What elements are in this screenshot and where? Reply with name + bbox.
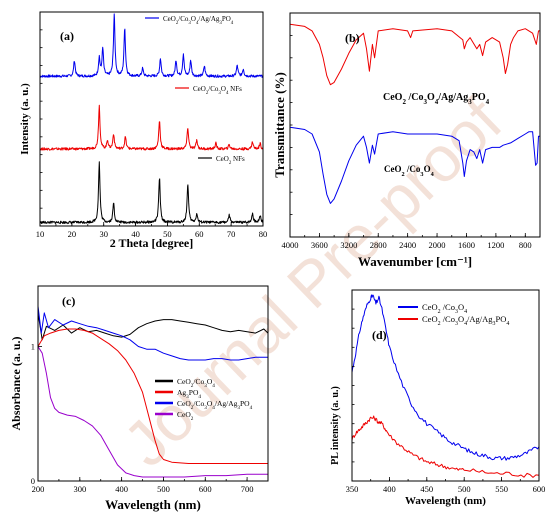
- x-tick-label: 350: [346, 484, 359, 494]
- x-tick-label: 600: [199, 484, 212, 494]
- x-tick-label: 700: [241, 484, 254, 494]
- x-tick-label: 60: [195, 229, 204, 239]
- legend-label: CeO2 /Co3O4/Ag/Ag3PO4: [422, 314, 509, 327]
- series-line: [39, 13, 264, 78]
- y-axis-label: Intensity (a. u.): [19, 83, 31, 155]
- x-tick-label: 550: [495, 484, 508, 494]
- x-tick-label: 1600: [458, 240, 475, 250]
- y-axis-label: Transmittance (%): [272, 72, 287, 178]
- series-line: [39, 161, 264, 225]
- x-tick-label: 20: [68, 229, 77, 239]
- plot-frame: [37, 285, 269, 482]
- series-line: [351, 294, 540, 461]
- panel-c-absorbance-chart: 200 300 400 500 600 700 0 1 (c) Wavelength (nm) Ab…: [9, 285, 269, 512]
- x-tick-label: 2400: [399, 240, 416, 250]
- panel-label: (b): [345, 31, 360, 45]
- x-tick-label: 10: [36, 229, 45, 239]
- panel-a-xrd-chart: 10 20 30 40 50 60 70 80 (a) 2 Theta [degree] Inten…: [19, 11, 268, 250]
- y-tick-label: 0: [31, 476, 35, 486]
- legend-label: CeO2: [177, 410, 194, 422]
- series-line: [351, 415, 540, 478]
- x-tick-label: 80: [259, 229, 268, 239]
- x-tick-label: 3600: [311, 240, 328, 250]
- series-line: [37, 306, 268, 361]
- series-line: [39, 104, 263, 151]
- x-tick-label: 70: [227, 229, 236, 239]
- x-tick-label: 2000: [429, 240, 446, 250]
- x-tick-label: 450: [420, 484, 433, 494]
- y-axis-label: PL intensity (a. u.): [330, 386, 341, 465]
- panel-label: (c): [62, 294, 75, 308]
- x-tick-label: 800: [519, 240, 532, 250]
- y-axis-label: Absorbance (a. u.): [9, 336, 23, 430]
- legend-label: Ag3PO4: [177, 388, 201, 400]
- x-tick-label: 500: [458, 484, 471, 494]
- legend-label: CeO2/Co3O4/Ag/Ag3PO4: [177, 399, 253, 411]
- legend-label: CeO2 /Co3O4: [422, 302, 467, 315]
- x-tick-label: 600: [533, 484, 546, 494]
- y-tick-label: 1: [31, 342, 35, 352]
- panel-d-pl-chart: 350 400 450 500 550 600 (d) Wavelength (nm) PL i…: [330, 289, 546, 507]
- x-tick-label: 1200: [487, 240, 504, 250]
- series-line: [289, 23, 540, 86]
- x-tick-label: 300: [73, 484, 86, 494]
- panel-label: (a): [60, 29, 74, 43]
- x-tick-label: 3200: [340, 240, 357, 250]
- series-line: [37, 328, 268, 464]
- x-tick-label: 500: [157, 484, 170, 494]
- series-line: [37, 312, 269, 341]
- x-axis-label: Wavenumber [cm⁻¹]: [358, 254, 472, 269]
- panel-label: (d): [372, 328, 387, 342]
- x-tick-label: 50: [163, 229, 172, 239]
- x-tick-label: 400: [115, 484, 128, 494]
- legend-label: CeO2/Co3O4: [177, 377, 215, 389]
- series-line: [289, 126, 540, 204]
- x-tick-label: 2800: [370, 240, 387, 250]
- series-label: CeO2 /Co3O4/Ag/Ag3PO4: [383, 92, 490, 106]
- x-axis-label: Wavelength (nm): [405, 495, 486, 507]
- legend-label: CeO2/Co3O4 NFs: [193, 85, 242, 96]
- x-tick-label: 4000: [282, 240, 299, 250]
- x-tick-label: 200: [32, 484, 45, 494]
- series-label: CeO2 /Co3O4: [384, 164, 435, 178]
- x-axis-label: 2 Theta [degree]: [110, 236, 194, 250]
- panel-b-ftir-chart: 4000 3600 3200 2800 2400 2000 1600 1200 800 (b) Wa…: [272, 12, 541, 269]
- series-line: [37, 346, 268, 478]
- legend-label: CeO2/Co3O4/Ag/Ag3PO4: [163, 15, 234, 26]
- x-axis-label: Wavelength (nm): [105, 497, 201, 512]
- legend-label: CeO2 NFs: [216, 155, 245, 166]
- x-tick-label: 40: [131, 229, 140, 239]
- x-tick-label: 30: [99, 229, 108, 239]
- x-tick-label: 400: [383, 484, 396, 494]
